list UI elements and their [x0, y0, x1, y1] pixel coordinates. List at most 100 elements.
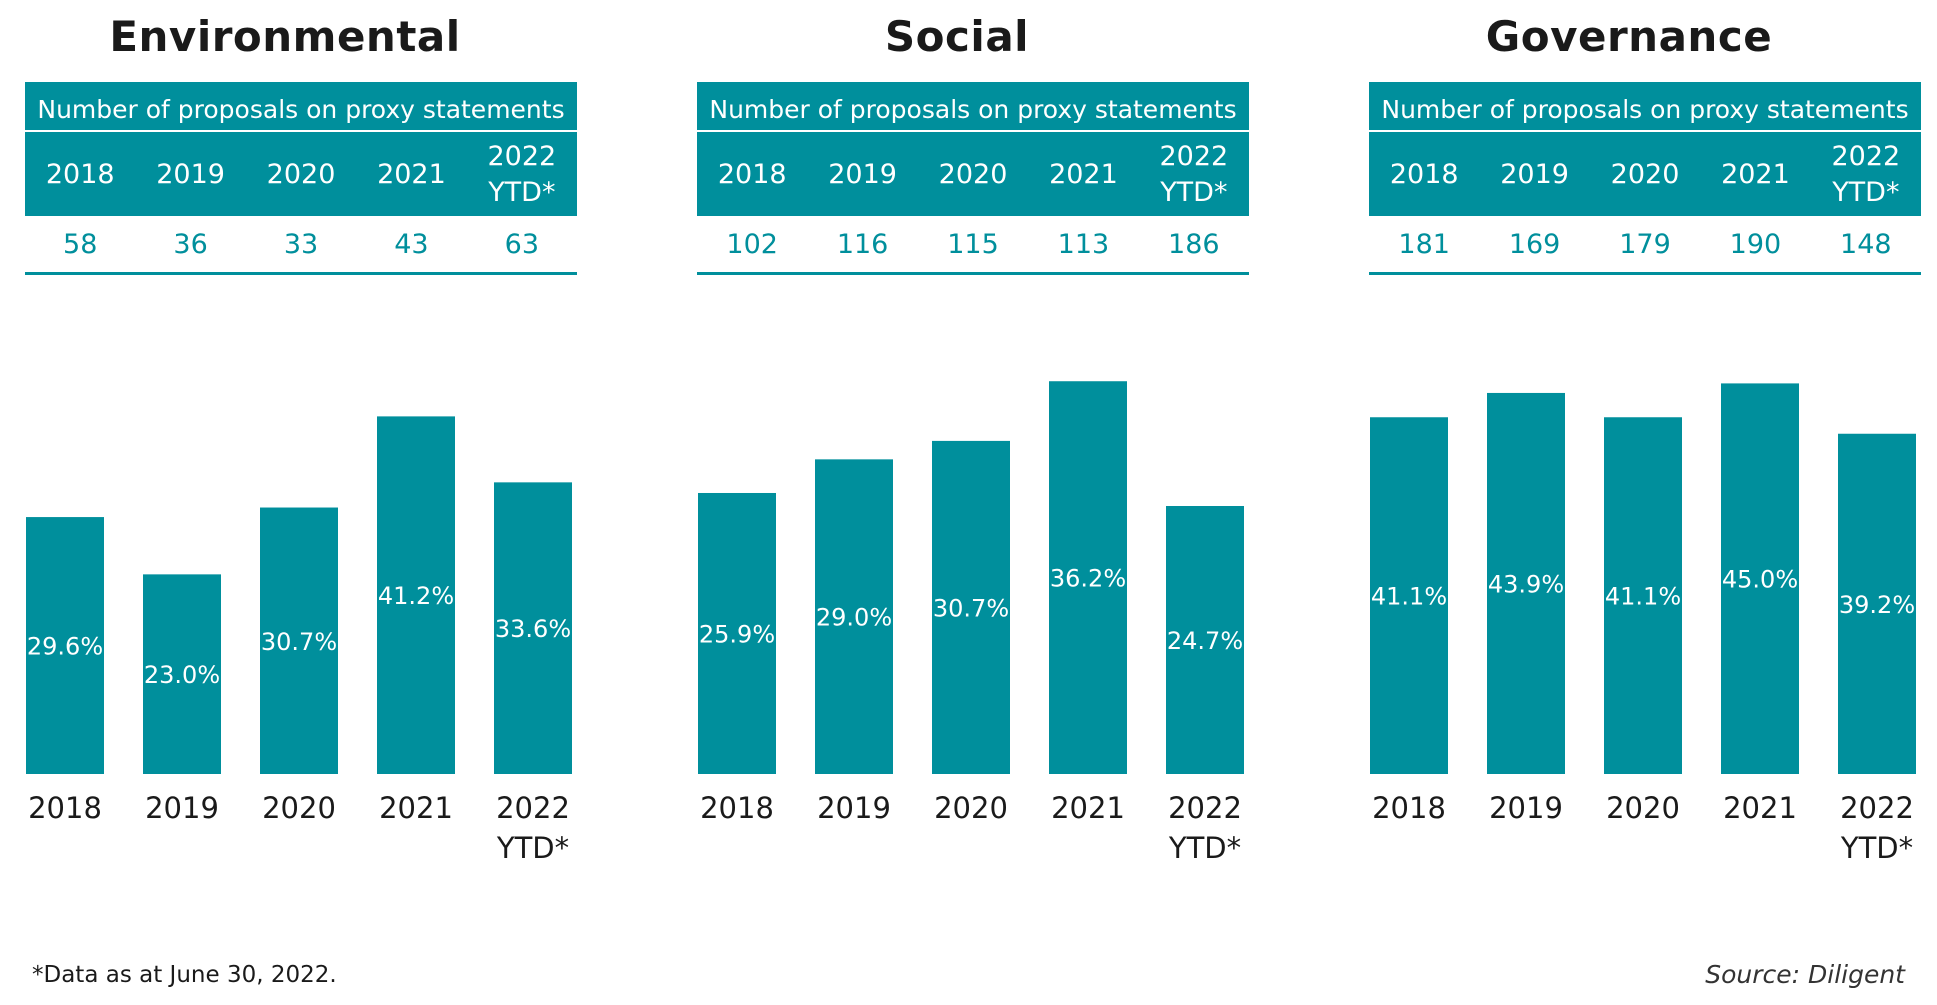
table-proposal-count: 33 — [283, 228, 319, 260]
table-proposal-count: 113 — [1057, 228, 1110, 260]
x-tick-label: 2019 — [145, 791, 219, 825]
table-year-header: 2019 — [828, 159, 897, 190]
panel-title: Environmental — [109, 12, 461, 61]
proposals-table-years: 2018 2019 2020 2021 2022 YTD* — [697, 134, 1249, 216]
x-tick-label: 2022 YTD* — [1168, 791, 1242, 865]
proposals-table: Number of proposals on proxy statements 2… — [1369, 82, 1921, 275]
x-tick-label: 2018 — [28, 791, 102, 825]
bar — [1370, 417, 1448, 774]
panel-environmental: Environmental Number of proposals on prox… — [0, 0, 577, 880]
bar-value-label: 36.2% — [1050, 565, 1126, 593]
bar — [698, 492, 776, 774]
bar-value-label: 41.1% — [1605, 583, 1681, 611]
bar-value-label: 30.7% — [933, 594, 1009, 622]
table-proposal-count: 186 — [1168, 228, 1220, 260]
panel-title: Social — [884, 12, 1030, 61]
proposals-table-header: Number of proposals on proxy statements 2… — [25, 82, 577, 216]
table-year-header: 2021 — [1721, 159, 1790, 190]
proposals-table-caption: Number of proposals on proxy statements — [37, 95, 565, 124]
table-proposal-count: 63 — [504, 228, 539, 260]
table-year-header: 2021 — [377, 159, 446, 190]
x-tick-label: 2022 YTD* — [496, 791, 570, 865]
table-year-header: 2018 — [1389, 159, 1459, 190]
bar — [932, 440, 1010, 774]
table-year-header: 2022 YTD* — [1831, 141, 1901, 208]
bar-value-label: 30.7% — [261, 628, 337, 656]
proposals-table-values: 181 169 179 190 148 — [1369, 216, 1921, 275]
bar — [1487, 392, 1565, 774]
proposals-table: Number of proposals on proxy statements 2… — [25, 82, 577, 275]
x-tick-label: 2020 — [934, 791, 1008, 825]
x-tick-label: 2018 — [700, 791, 774, 825]
bar — [1604, 417, 1682, 774]
bar-value-label: 33.6% — [495, 615, 571, 643]
bar-chart: 29.6% 2018 23.0% 2019 30.7% 2020 41.2% 2021 33.6… — [26, 416, 572, 865]
bar — [1166, 506, 1244, 774]
table-divider — [25, 130, 577, 132]
x-tick-label: 2022 YTD* — [1840, 791, 1914, 865]
bar-value-label: 29.0% — [816, 604, 892, 632]
table-proposal-count: 148 — [1840, 228, 1892, 260]
x-tick-label: 2020 — [1606, 791, 1680, 825]
bar — [1721, 383, 1799, 774]
proposals-table: Number of proposals on proxy statements 2… — [697, 82, 1249, 275]
x-tick-label: 2021 — [1051, 791, 1125, 825]
x-tick-label: 2021 — [1723, 791, 1797, 825]
proposals-table-caption: Number of proposals on proxy statements — [709, 95, 1237, 124]
x-tick-label: 2019 — [1489, 791, 1563, 825]
table-proposal-count: 115 — [947, 228, 999, 260]
table-year-header: 2018 — [717, 159, 787, 190]
bar-value-label: 45.0% — [1722, 566, 1798, 594]
source-note: Source: Diligent — [1705, 960, 1905, 989]
bar — [1049, 381, 1127, 774]
table-year-header: 2020 — [266, 159, 336, 190]
bar-chart: 41.1% 2018 43.9% 2019 41.1% 2020 45.0% 2021 39.2… — [1370, 383, 1916, 865]
table-year-header: 2020 — [1610, 159, 1680, 190]
bar-value-label: 23.0% — [144, 661, 220, 689]
table-year-header: 2020 — [938, 159, 1008, 190]
table-year-header: 2022 YTD* — [1159, 141, 1229, 208]
table-proposal-count: 58 — [63, 228, 98, 260]
footnote: *Data as at June 30, 2022. — [32, 962, 337, 988]
table-proposal-count: 102 — [726, 228, 778, 260]
bar-value-label: 29.6% — [27, 633, 103, 661]
bar — [494, 482, 572, 774]
proposals-table-years: 2018 2019 2020 2021 2022 YTD* — [25, 134, 577, 216]
table-proposal-count: 190 — [1729, 228, 1782, 260]
x-tick-label: 2021 — [379, 791, 453, 825]
x-tick-label: 2020 — [262, 791, 336, 825]
proposals-table-years: 2018 2019 2020 2021 2022 YTD* — [1369, 134, 1921, 216]
table-year-header: 2022 YTD* — [487, 141, 557, 208]
proposals-table-values: 58 36 33 43 63 — [25, 216, 577, 275]
table-divider — [697, 130, 1249, 132]
bar-value-label: 25.9% — [699, 620, 775, 648]
table-year-header: 2019 — [1500, 159, 1569, 190]
proposals-table-header: Number of proposals on proxy statements 2… — [1369, 82, 1921, 216]
panel-title: Governance — [1485, 12, 1773, 61]
x-tick-label: 2018 — [1372, 791, 1446, 825]
table-proposal-count: 179 — [1619, 228, 1671, 260]
proposals-table-caption: Number of proposals on proxy statements — [1381, 95, 1909, 124]
bar-value-label: 41.2% — [378, 582, 454, 610]
x-tick-label: 2019 — [817, 791, 891, 825]
table-divider — [1369, 130, 1921, 132]
table-year-header: 2021 — [1049, 159, 1118, 190]
table-proposal-count: 43 — [394, 228, 429, 260]
table-year-header: 2018 — [45, 159, 115, 190]
bar — [815, 459, 893, 774]
bar-value-label: 43.9% — [1488, 570, 1564, 598]
table-proposal-count: 116 — [836, 228, 889, 260]
bar — [260, 507, 338, 774]
table-year-header: 2019 — [156, 159, 225, 190]
proposals-table-header: Number of proposals on proxy statements 2… — [697, 82, 1249, 216]
table-proposal-count: 181 — [1398, 228, 1450, 260]
proposals-table-values: 102 116 115 113 186 — [697, 216, 1249, 275]
table-proposal-count: 36 — [173, 228, 208, 260]
table-proposal-count: 169 — [1508, 228, 1561, 260]
bar-chart: 25.9% 2018 29.0% 2019 30.7% 2020 36.2% 2021 24.7… — [698, 381, 1244, 865]
bar-value-label: 41.1% — [1371, 583, 1447, 611]
panel-governance: Governance Number of proposals on proxy s… — [1344, 0, 1921, 880]
bar — [26, 517, 104, 774]
bar-value-label: 24.7% — [1167, 627, 1243, 655]
panel-social: Social Number of proposals on proxy state… — [672, 0, 1249, 880]
